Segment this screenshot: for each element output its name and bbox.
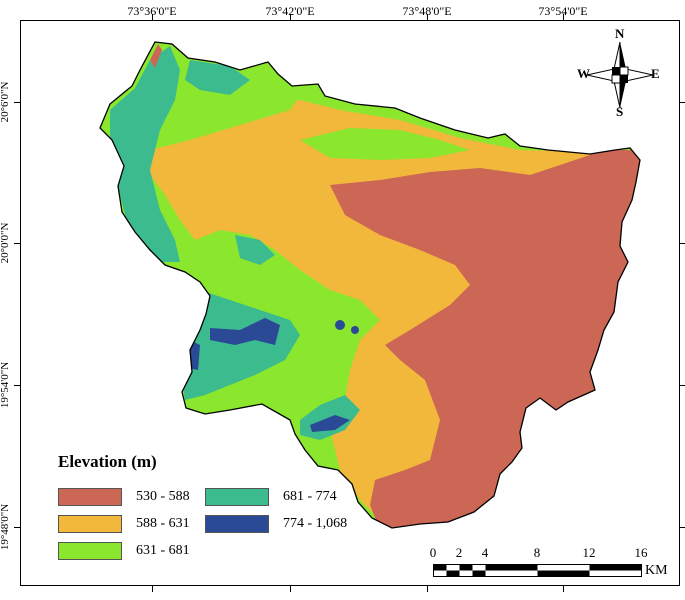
tick-mark	[14, 102, 20, 103]
compass-west-label: W	[577, 66, 590, 81]
tick-mark	[14, 243, 20, 244]
tick-mark	[152, 14, 153, 20]
legend-swatch	[205, 515, 269, 533]
legend-swatch	[58, 515, 122, 533]
tick-mark	[427, 586, 428, 592]
tick-mark	[680, 527, 685, 528]
legend-swatch	[58, 488, 122, 506]
north-arrow: N S E W	[575, 26, 665, 120]
scale-bar-graphic	[433, 564, 642, 577]
legend-label: 681 - 774	[283, 489, 337, 504]
legend-swatch	[205, 488, 269, 506]
compass-icon	[586, 41, 654, 109]
tick-mark	[563, 586, 564, 592]
legend-label: 530 - 588	[136, 489, 190, 504]
legend-title: Elevation (m)	[58, 452, 157, 471]
scale-unit-label: KM	[645, 563, 668, 578]
tick-mark	[290, 14, 291, 20]
scale-label: 8	[533, 545, 541, 560]
legend-item: 631 - 681	[58, 542, 190, 560]
scale-label: 12	[582, 545, 596, 560]
tick-mark	[680, 102, 685, 103]
longitude-tick-label: 73°54'0"E	[538, 4, 588, 18]
legend-item: 774 - 1,068	[205, 515, 347, 533]
tick-mark	[14, 527, 20, 528]
scale-label: 4	[481, 545, 489, 560]
tick-mark	[680, 243, 685, 244]
legend-item: 681 - 774	[205, 488, 337, 506]
legend-label: 631 - 681	[136, 543, 190, 558]
scale-label: 16	[634, 545, 648, 560]
longitude-tick-label: 73°42'0"E	[265, 4, 315, 18]
compass-north-label: N	[615, 26, 625, 41]
tick-mark	[152, 586, 153, 592]
scale-bar: 0 2 4 8 12 16 KM	[429, 545, 673, 585]
legend-label: 774 - 1,068	[283, 516, 348, 531]
tick-mark	[680, 385, 685, 386]
legend-item: 530 - 588	[58, 488, 190, 506]
tick-mark	[14, 385, 20, 386]
compass-east-label: E	[651, 66, 660, 81]
longitude-tick-label: 73°36'0"E	[127, 4, 177, 18]
longitude-tick-label: 73°48'0"E	[402, 4, 452, 18]
tick-mark	[290, 586, 291, 592]
tick-mark	[563, 14, 564, 20]
legend-item: 588 - 631	[58, 515, 190, 533]
scale-label: 2	[455, 545, 463, 560]
legend-label: 588 - 631	[136, 516, 190, 531]
scale-label: 0	[429, 545, 437, 560]
legend-swatch	[58, 542, 122, 560]
compass-south-label: S	[616, 104, 624, 119]
tick-mark	[427, 14, 428, 20]
